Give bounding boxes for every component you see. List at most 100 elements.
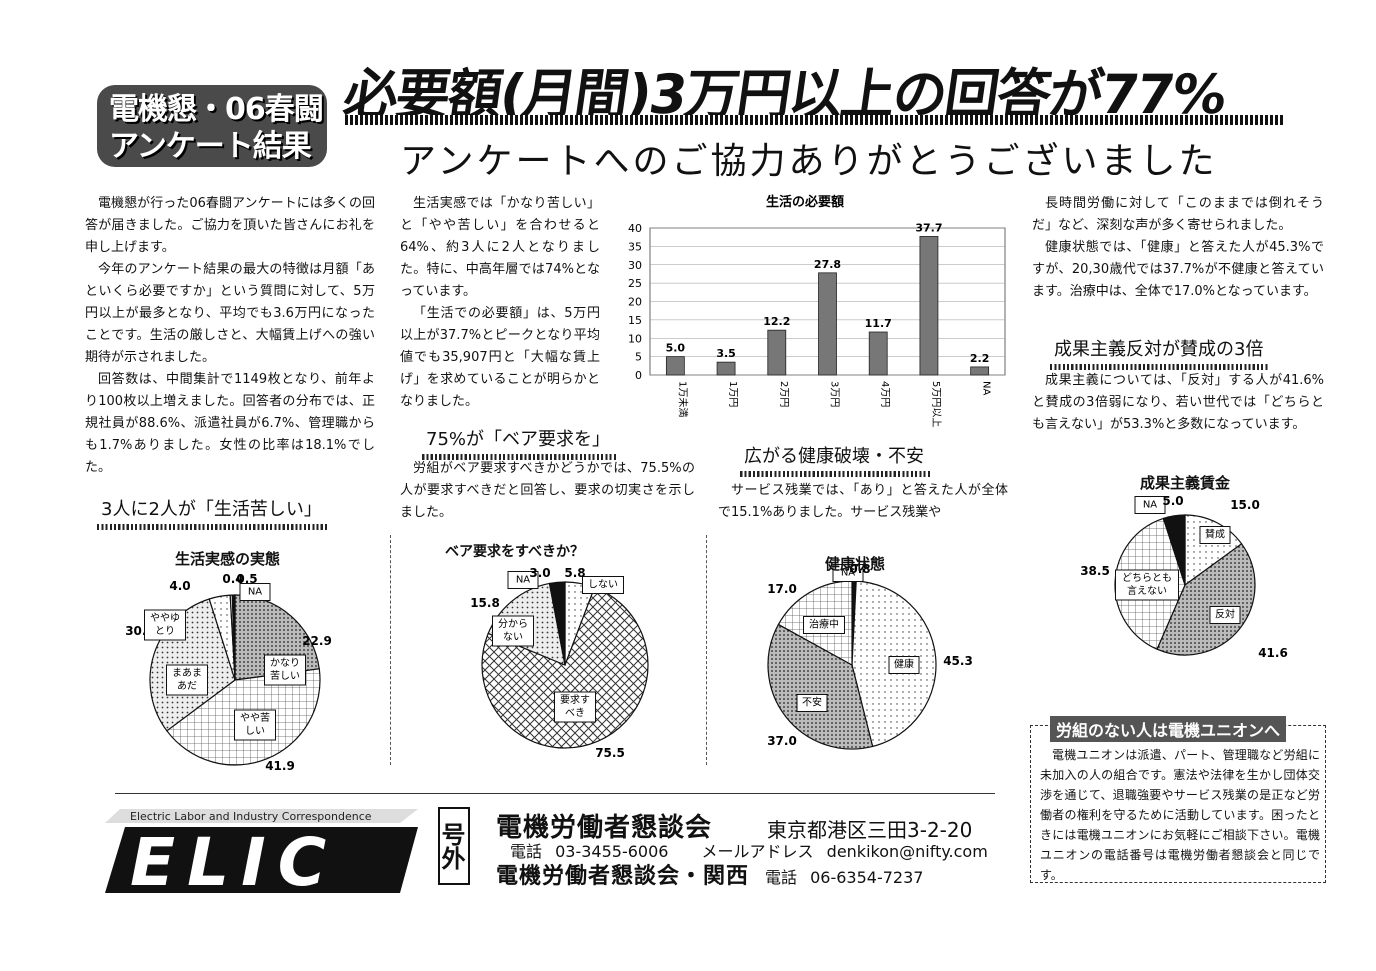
col1-paragraph: 電機懇が行った06春闘アンケートには多くの回答が届きました。ご協力を頂いた皆さん… <box>85 196 375 255</box>
slice-label: 健康 <box>894 658 914 671</box>
y-tick-label: 5 <box>635 351 642 364</box>
col1-paragraph: 今年のアンケート結果の最大の特徴は月額「あといくら必要ですか」という質問に対して… <box>85 262 375 365</box>
bar <box>767 329 787 376</box>
mail-label: メールアドレス <box>701 842 814 861</box>
pie-svg: 賛成 15.0 反対 41.6 どちらとも言えない 38.5 NA 5.0 <box>1080 494 1288 660</box>
slice-value: 41.6 <box>1258 646 1288 660</box>
slice-value: 41.9 <box>265 759 295 773</box>
slice-label-box <box>507 571 539 589</box>
pie-slice <box>767 623 874 750</box>
slice-label: NA <box>1143 500 1157 511</box>
mail-address[interactable]: denkikon@nifty.com <box>826 842 988 861</box>
x-tick-label: NA <box>981 381 992 395</box>
phone-label: 電話 <box>510 842 543 861</box>
life-section-heading: 3人に2人が「生活苦しい」 <box>95 495 328 530</box>
bar <box>868 331 888 376</box>
svg-text:ELIC: ELIC <box>130 824 338 900</box>
pie-slice <box>231 594 236 681</box>
x-tick-label: 5万円以上 <box>930 381 942 427</box>
slice-label: 苦しい <box>270 669 300 682</box>
health-section-heading: 広がる健康破壊・不安 <box>738 442 930 477</box>
slice-label: NA <box>248 587 262 598</box>
merit-section-text: 成果主義については、「反対」する人が41.6%と賛成の3倍弱になり、若い世代では… <box>1032 370 1324 436</box>
merit-section-heading: 成果主義反対が賛成の3倍 <box>1048 335 1270 370</box>
col4-paragraph: 長時間労働に対して「このままでは倒れそうだ」など、深刻な声が多く寄せられました。 <box>1032 196 1324 233</box>
union-paragraph: 電機ユニオンは派遣、パート、管理職など労組に未加入の人の組合です。憲法や法律を生… <box>1040 748 1320 882</box>
bar-chart-necessary-amount: 生活の必要額 0 5 10 15 20 25 30 35 40 5.0 1万未満 3.5 1万円 12.2 2… <box>615 190 1010 440</box>
slice-label: とり <box>155 625 175 637</box>
badge-line2: アンケート結果 <box>109 129 312 164</box>
slice-value: 4.0 <box>169 579 190 593</box>
bar-data-label: 27.8 <box>814 258 841 271</box>
svg-text:Electric Labor and Industry Co: Electric Labor and Industry Corresponden… <box>130 810 372 823</box>
badge-line1: 電機懇・06春闘 <box>109 92 324 127</box>
bar <box>970 366 990 376</box>
pie-slice <box>481 586 649 749</box>
org-name-kansai: 電機労働者懇談会・関西 <box>496 864 750 889</box>
health-section-text: サービス残業では、「あり」と答えた人が全体で15.1%ありました。サービス残業や <box>718 480 1008 524</box>
y-tick-label: 15 <box>628 314 642 327</box>
pie-chart-bea: ベア要求をすべきか？ しない 5.8 要求す べき 75.5 分から ない 15.8 NA 3.0 <box>440 535 680 775</box>
slice-label-box <box>234 709 276 741</box>
slice-label: NA <box>516 575 530 586</box>
phone-label: 電話 <box>765 868 798 887</box>
slice-label-box <box>1199 526 1231 544</box>
slice-value: 38.5 <box>1080 564 1110 578</box>
slice-label-box <box>803 616 845 634</box>
y-tick-label: 0 <box>635 369 642 382</box>
pie-slice <box>1156 542 1256 656</box>
x-tick-label: 3万円 <box>829 381 840 407</box>
y-tick-label: 40 <box>628 222 642 235</box>
slice-label: 分から <box>498 618 528 630</box>
bar-data-label: 5.0 <box>666 342 686 355</box>
pie-chart-life-feeling: 生活実感の実態 かなり 苦しい 22.9 やや苦 しい 41.9 まあま あだ 30.3 ややゆと… <box>110 540 370 780</box>
col2-paragraph: 生活実感では「かなり苦しい」と「やや苦しい」を合わせると64%、約3人に2人とな… <box>400 196 600 299</box>
org-address: 東京都港区三田3-2-20 <box>767 818 973 842</box>
phone-tokyo: 電話 03-3455-6006 メールアドレス denkikon@nifty.c… <box>510 838 988 862</box>
x-tick-label: 1万未満 <box>676 381 688 417</box>
y-tick-label: 35 <box>628 240 642 253</box>
pie-slice <box>1162 514 1186 586</box>
bar-chart-title: 生活の必要額 <box>766 194 844 210</box>
slice-label-box <box>239 583 271 601</box>
slice-label: 言えない <box>1127 584 1167 597</box>
slice-label: NA <box>841 568 855 579</box>
slice-label: どちらとも <box>1122 572 1172 584</box>
slice-value: 0.8 <box>849 562 870 576</box>
bar-data-label: 3.5 <box>716 347 736 360</box>
pie-title: 成果主義賃金 <box>1140 474 1231 492</box>
slice-value: 37.0 <box>767 734 797 748</box>
special-edition-label: 号外 <box>437 807 470 885</box>
col2-text: 生活実感では「かなり苦しい」と「やや苦しい」を合わせると64%、約3人に2人とな… <box>400 193 600 413</box>
pie-title: 健康状態 <box>825 555 886 573</box>
slice-label-box <box>554 691 596 723</box>
slice-value: 22.9 <box>302 634 332 648</box>
slice-label-box <box>582 576 624 594</box>
y-tick-label: 25 <box>628 277 642 290</box>
slice-label: まあま <box>172 667 202 679</box>
slice-label: 要求す <box>560 694 590 706</box>
slice-label: しない <box>588 579 618 591</box>
slice-label-box <box>888 656 920 674</box>
bea-section-heading: 75%が「ベア要求を」 <box>420 425 617 460</box>
slice-label: ややゆ <box>150 612 180 624</box>
slice-label: しい <box>245 725 265 737</box>
health-paragraph: サービス残業では、「あり」と答えた人が全体で15.1%ありました。サービス残業や <box>718 483 1008 520</box>
y-tick-label: 30 <box>628 259 642 272</box>
slice-label: やや苦 <box>240 711 270 724</box>
y-tick-label: 20 <box>628 296 642 309</box>
bar <box>665 356 685 376</box>
bar-chart-svg: 生活の必要額 0 5 10 15 20 25 30 35 40 5.0 1万未満 3.5 1万円 12.2 2… <box>628 194 1006 427</box>
slice-label: べき <box>565 707 585 719</box>
bar <box>716 361 736 376</box>
slice-value: 5.0 <box>1162 494 1183 508</box>
union-box-text: 電機ユニオンは派遣、パート、管理職など労組に未加入の人の組合です。憲法や法律を生… <box>1040 745 1320 885</box>
footer-rule <box>115 793 995 794</box>
pie-svg: NA0.8 健康 45.3 不安 37.0 治療中 17.0 <box>767 562 973 750</box>
bar-data-label: 2.2 <box>970 352 990 365</box>
column-divider <box>390 535 391 765</box>
org-name-tokyo: 電機労働者懇談会 <box>496 813 713 843</box>
slice-value: 5.8 <box>564 566 585 580</box>
